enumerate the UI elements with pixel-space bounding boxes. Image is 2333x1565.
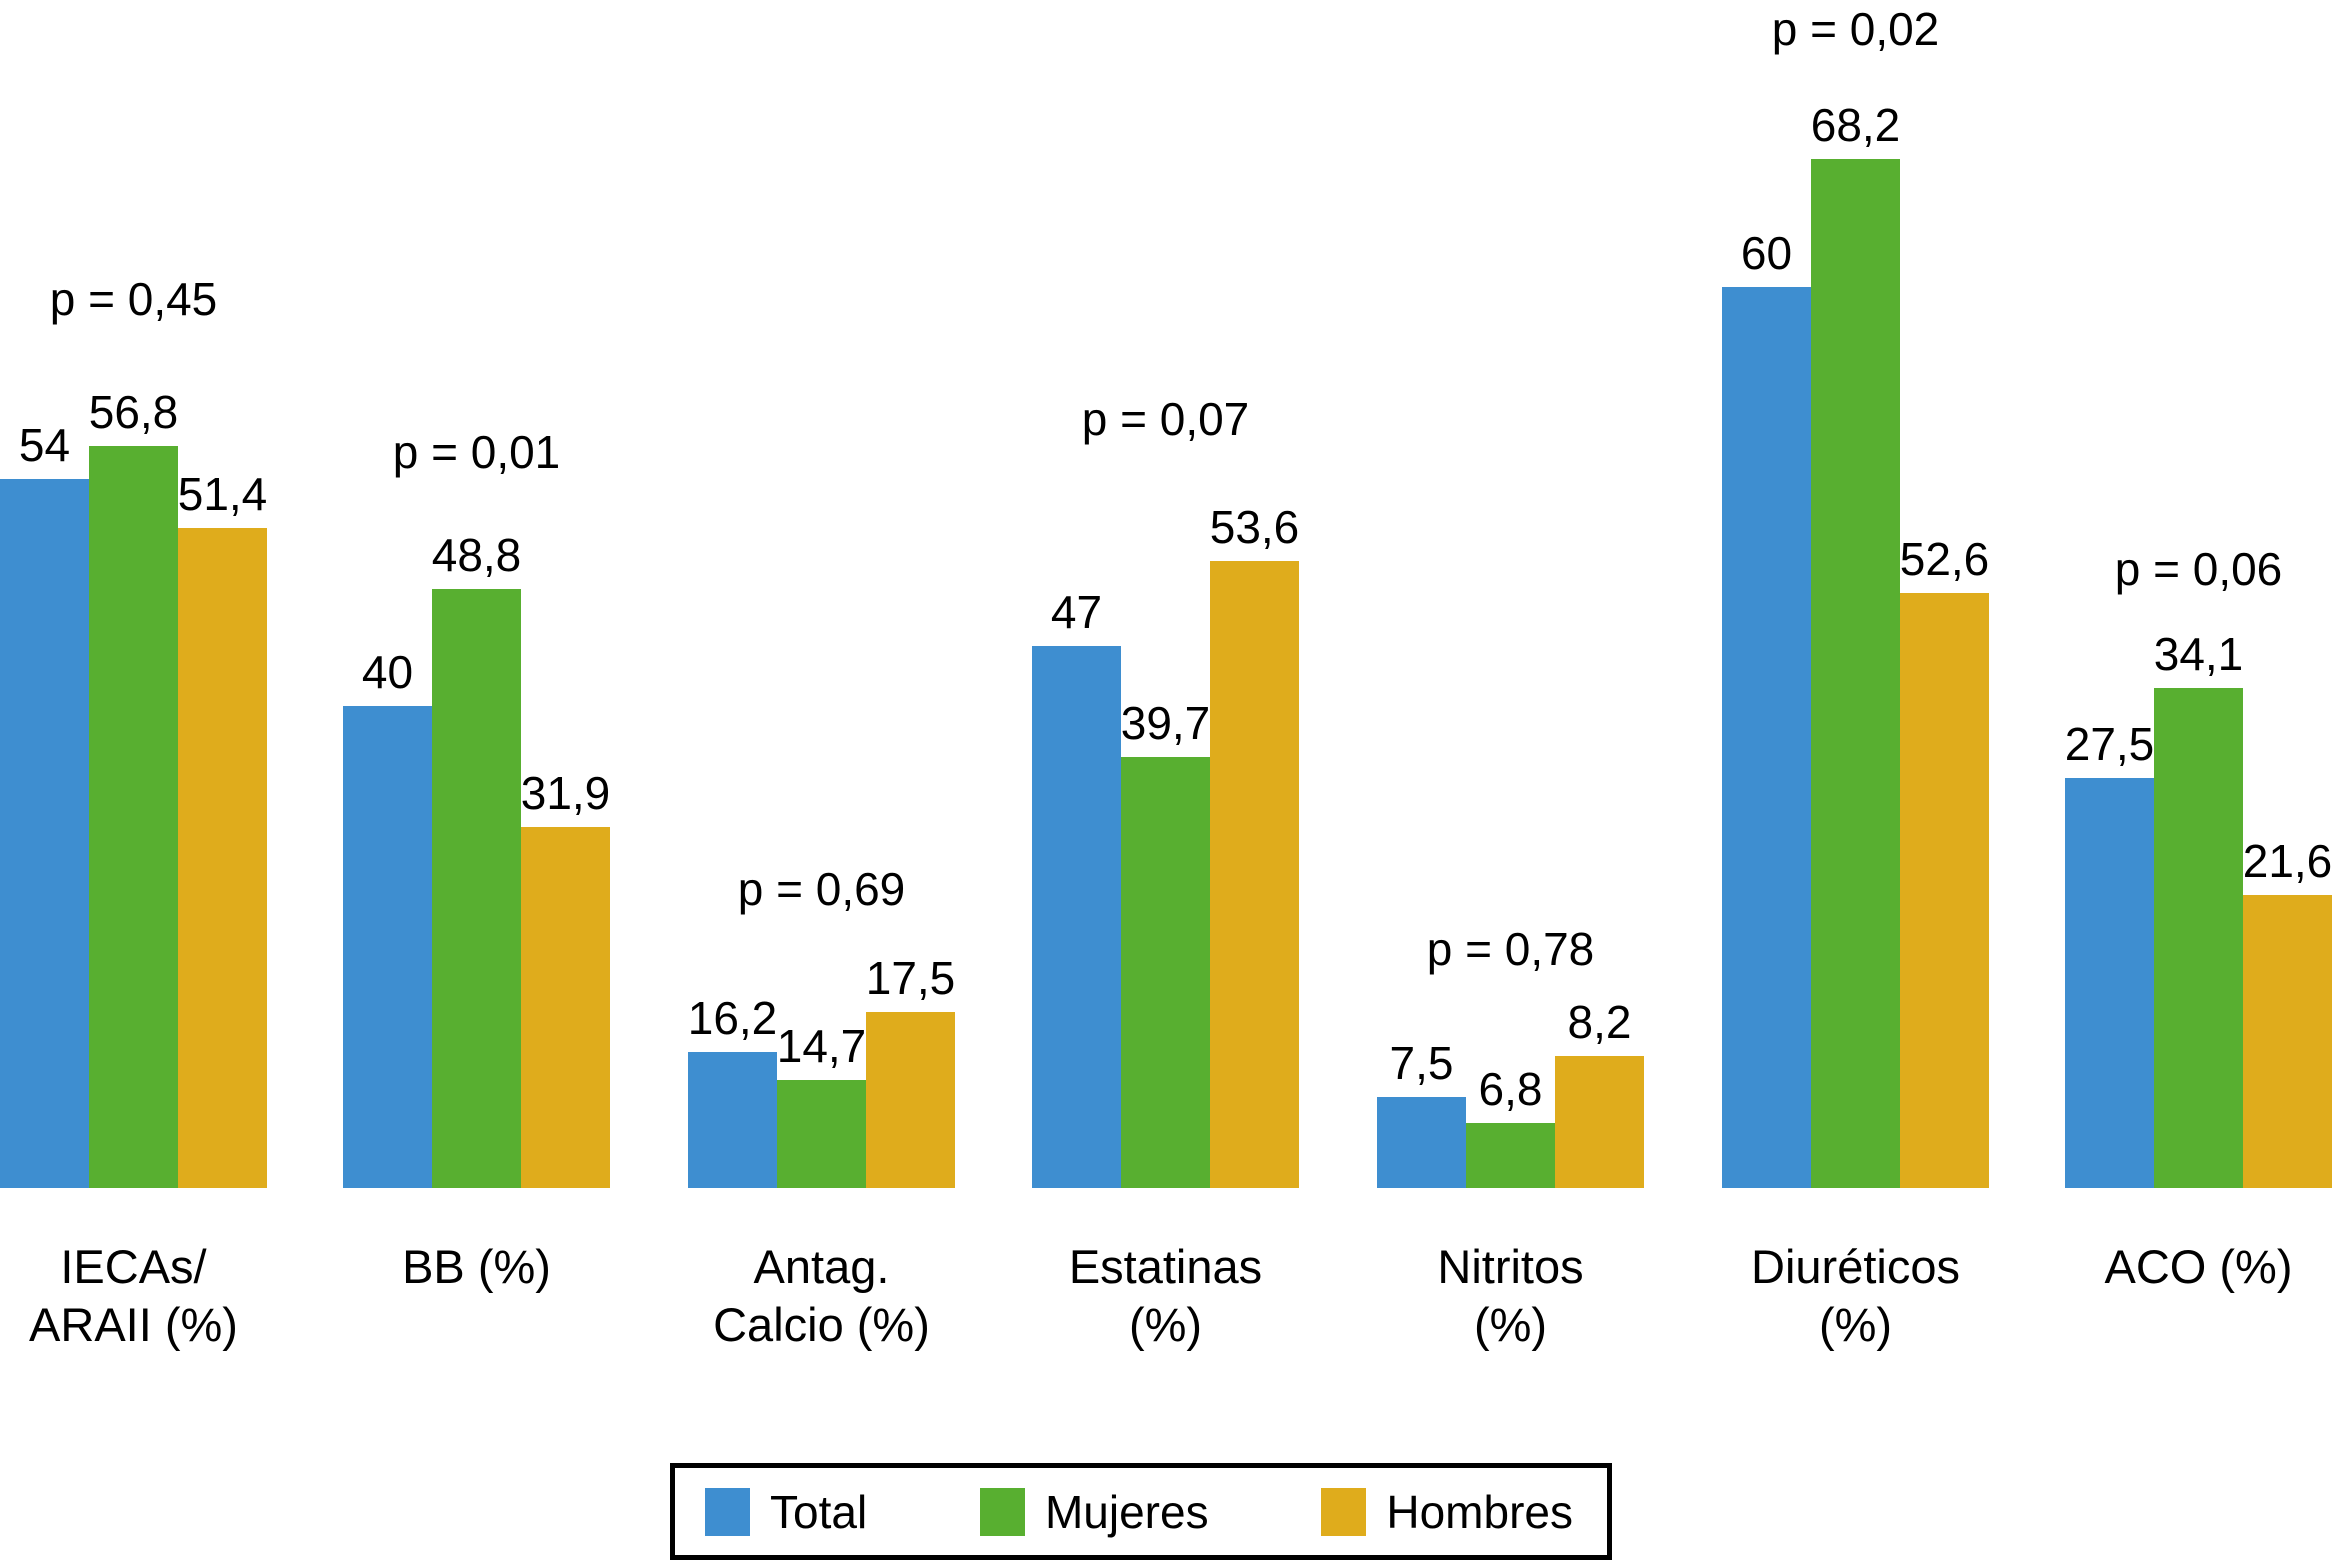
bar-mujeres bbox=[89, 446, 178, 1188]
category-label: Antag. Calcio (%) bbox=[713, 1240, 930, 1351]
value-label-hombres: 31,9 bbox=[520, 766, 611, 819]
category-label: IECAs/ ARAII (%) bbox=[29, 1240, 238, 1351]
bar-total bbox=[1377, 1097, 1466, 1188]
value-label-total: 40 bbox=[361, 645, 414, 698]
bar-mujeres bbox=[2154, 688, 2243, 1188]
value-label-mujeres: 68,2 bbox=[1810, 98, 1901, 151]
p-value-label: p = 0,06 bbox=[2114, 543, 2283, 595]
category-group-4: p = 0,07 47 39,7 53,6 Estatinas (%) bbox=[1032, 0, 1299, 1565]
value-label-mujeres: 6,8 bbox=[1478, 1062, 1543, 1115]
value-label-total: 16,2 bbox=[687, 991, 778, 1044]
category-group-5: p = 0,78 7,5 6,8 8,2 Nitritos (%) bbox=[1377, 0, 1644, 1565]
p-value-label: p = 0,78 bbox=[1426, 923, 1595, 975]
value-label-hombres: 52,6 bbox=[1899, 532, 1990, 585]
value-label-hombres: 51,4 bbox=[177, 467, 268, 520]
p-value-label: p = 0,45 bbox=[49, 273, 218, 325]
bar-total bbox=[343, 706, 432, 1188]
legend: Total Mujeres Hombres bbox=[670, 1463, 1612, 1560]
legend-label-mujeres: Mujeres bbox=[1044, 1485, 1209, 1538]
p-value-label: p = 0,07 bbox=[1081, 393, 1250, 445]
value-label-total: 54 bbox=[18, 418, 71, 471]
bar-total bbox=[1032, 646, 1121, 1188]
legend-label-hombres: Hombres bbox=[1386, 1485, 1573, 1538]
bar-hombres bbox=[866, 1012, 955, 1188]
legend-swatch-mujeres bbox=[979, 1487, 1025, 1536]
value-label-total: 7,5 bbox=[1389, 1036, 1454, 1089]
bar-mujeres bbox=[1466, 1123, 1555, 1188]
value-label-mujeres: 34,1 bbox=[2153, 627, 2244, 680]
bar-mujeres bbox=[432, 589, 521, 1188]
category-label: BB (%) bbox=[402, 1240, 551, 1293]
value-label-total: 27,5 bbox=[2064, 717, 2155, 770]
bar-hombres bbox=[1210, 561, 1299, 1188]
bar-hombres bbox=[178, 528, 267, 1188]
legend-item-total: Total bbox=[705, 1485, 868, 1538]
value-label-mujeres: 39,7 bbox=[1120, 696, 1211, 749]
legend-swatch-hombres bbox=[1321, 1487, 1367, 1536]
legend-item-hombres: Hombres bbox=[1321, 1485, 1573, 1538]
category-group-2: p = 0,01 40 48,8 31,9 BB (%) bbox=[343, 0, 610, 1565]
bar-hombres bbox=[2243, 895, 2332, 1188]
value-label-mujeres: 48,8 bbox=[431, 528, 522, 581]
bar-hombres bbox=[1900, 593, 1989, 1188]
legend-item-mujeres: Mujeres bbox=[979, 1485, 1209, 1538]
category-label: Estatinas (%) bbox=[1068, 1240, 1263, 1351]
value-label-mujeres: 14,7 bbox=[776, 1019, 867, 1072]
value-label-hombres: 21,6 bbox=[2242, 834, 2333, 887]
p-value-label: p = 0,02 bbox=[1771, 3, 1940, 55]
bar-mujeres bbox=[1811, 159, 1900, 1188]
bar-hombres bbox=[1555, 1056, 1644, 1188]
bar-hombres bbox=[521, 827, 610, 1188]
legend-label-total: Total bbox=[770, 1485, 868, 1538]
legend-swatch-total bbox=[705, 1487, 750, 1536]
category-group-7: p = 0,06 27,5 34,1 21,6 ACO (%) bbox=[2064, 0, 2333, 1565]
category-label: Nitritos (%) bbox=[1437, 1240, 1584, 1351]
value-label-total: 47 bbox=[1050, 585, 1103, 638]
value-label-total: 60 bbox=[1740, 226, 1793, 279]
category-group-6: p = 0,02 60 68,2 52,6 Diuréticos (%) bbox=[1722, 0, 1989, 1565]
p-value-label: p = 0,01 bbox=[392, 426, 561, 478]
value-label-hombres: 17,5 bbox=[865, 951, 956, 1004]
value-label-hombres: 53,6 bbox=[1209, 500, 1300, 553]
value-label-hombres: 8,2 bbox=[1567, 995, 1632, 1048]
value-label-mujeres: 56,8 bbox=[88, 385, 179, 438]
category-label: ACO (%) bbox=[2104, 1240, 2293, 1293]
bar-total bbox=[2065, 778, 2154, 1188]
bar-mujeres bbox=[777, 1080, 866, 1188]
bar-total bbox=[0, 479, 89, 1188]
p-value-label: p = 0,69 bbox=[737, 863, 906, 915]
category-group-1: p = 0,45 54 56,8 51,4 IECAs/ ARAII (%) bbox=[0, 0, 267, 1565]
bar-total bbox=[688, 1052, 777, 1188]
bar-total bbox=[1722, 287, 1811, 1188]
bar-mujeres bbox=[1121, 757, 1210, 1188]
category-label: Diuréticos (%) bbox=[1751, 1240, 1960, 1351]
category-group-3: p = 0,69 16,2 14,7 17,5 Antag. Calcio (%) bbox=[687, 0, 956, 1565]
